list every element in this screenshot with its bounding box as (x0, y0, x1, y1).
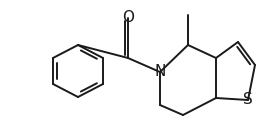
Text: O: O (122, 11, 134, 25)
Text: S: S (243, 93, 253, 107)
Text: N: N (154, 65, 166, 79)
